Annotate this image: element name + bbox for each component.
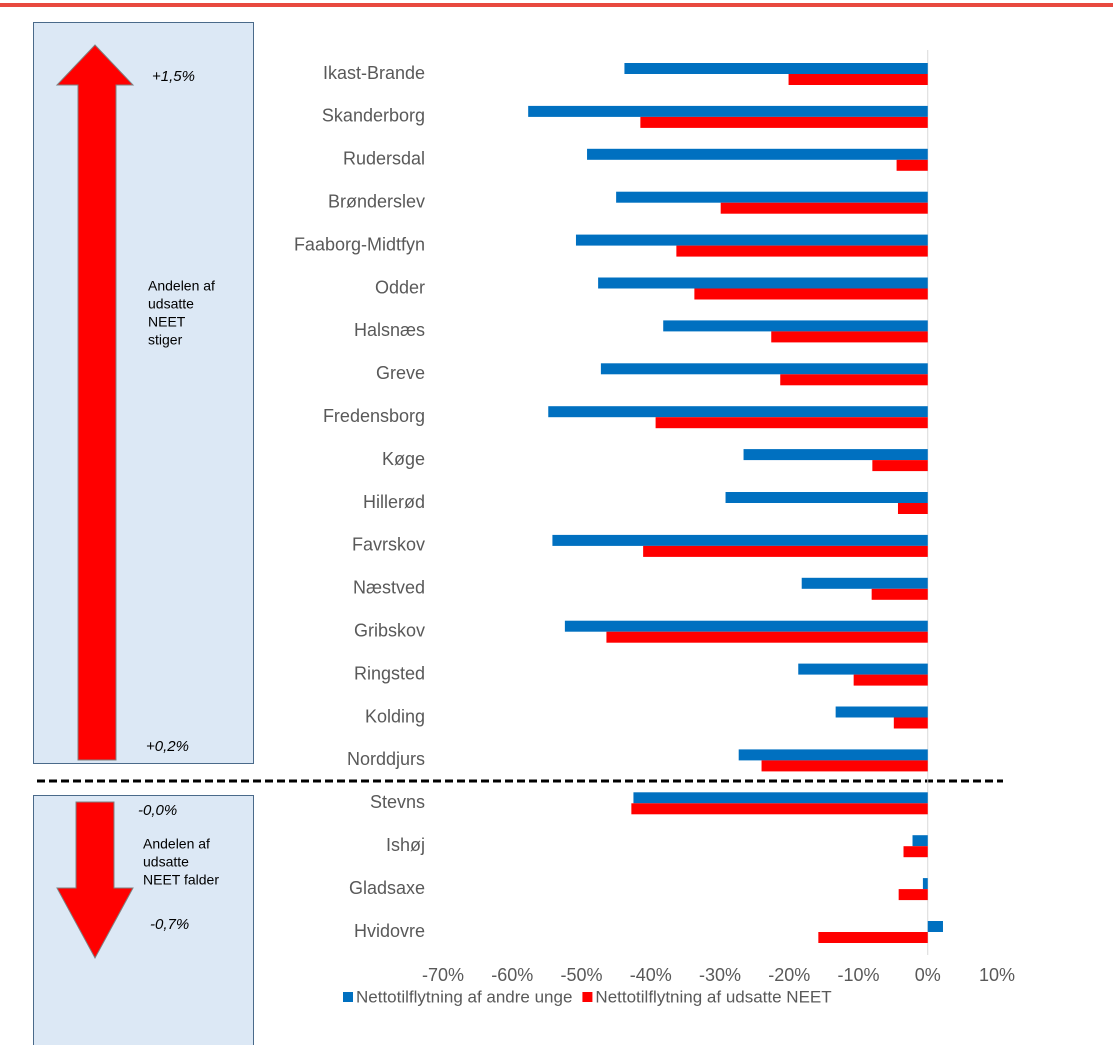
category-label: Brønderslev bbox=[328, 191, 425, 211]
panel-text: udsatte bbox=[143, 854, 189, 870]
panel-text: stiger bbox=[148, 332, 183, 348]
x-tick-label: -30% bbox=[699, 965, 741, 985]
category-label: Greve bbox=[376, 363, 425, 383]
category-label: Køge bbox=[382, 449, 425, 469]
x-tick-label: -10% bbox=[837, 965, 879, 985]
bar bbox=[818, 932, 928, 943]
bar bbox=[896, 159, 928, 171]
bar bbox=[853, 674, 928, 686]
bar bbox=[548, 406, 928, 418]
legend-swatch bbox=[343, 992, 353, 1002]
bar bbox=[631, 803, 928, 815]
panel-text: Andelen af bbox=[148, 278, 215, 294]
category-label: Ikast-Brande bbox=[323, 63, 425, 83]
upper-bottom-label: +0,2% bbox=[146, 738, 189, 755]
category-label: Stevns bbox=[370, 792, 425, 812]
bar bbox=[725, 492, 928, 503]
panel-text: udsatte bbox=[148, 296, 194, 312]
bar bbox=[720, 202, 928, 214]
bar bbox=[643, 545, 928, 557]
category-label: Næstved bbox=[353, 578, 425, 598]
category-label: Hvidovre bbox=[354, 921, 425, 941]
bar bbox=[616, 191, 928, 203]
category-label: Kolding bbox=[365, 706, 425, 726]
category-label: Ringsted bbox=[354, 663, 425, 683]
bar bbox=[922, 878, 928, 890]
category-label: Hillerød bbox=[363, 492, 425, 512]
bar bbox=[912, 835, 928, 847]
bar bbox=[624, 63, 928, 74]
bar bbox=[655, 417, 928, 429]
legend-label: Nettotilflytning af udsatte NEET bbox=[595, 987, 831, 1006]
legend-label: Nettotilflytning af andre unge bbox=[356, 987, 572, 1006]
bar bbox=[893, 717, 928, 729]
category-label: Halsnæs bbox=[354, 320, 425, 340]
bar bbox=[872, 460, 928, 472]
bar bbox=[528, 105, 928, 117]
bar bbox=[903, 846, 928, 858]
category-label: Rudersdal bbox=[343, 149, 425, 169]
bar bbox=[780, 374, 928, 386]
bar bbox=[798, 663, 928, 675]
down-arrow bbox=[56, 801, 134, 960]
bar bbox=[564, 620, 928, 632]
x-tick-label: -40% bbox=[630, 965, 672, 985]
category-label: Favrskov bbox=[352, 535, 425, 555]
bar bbox=[801, 577, 928, 589]
upper-top-label: +1,5% bbox=[152, 68, 195, 85]
category-label: Ishøj bbox=[386, 835, 425, 855]
category-label: Faaborg-Midtfyn bbox=[294, 234, 425, 254]
bar bbox=[788, 74, 928, 85]
up-arrow bbox=[55, 44, 135, 761]
upper-panel bbox=[33, 22, 254, 764]
category-label: Odder bbox=[375, 277, 425, 297]
bar bbox=[738, 749, 928, 761]
x-tick-label: -70% bbox=[422, 965, 464, 985]
bar bbox=[897, 503, 928, 514]
category-label: Gladsaxe bbox=[349, 878, 425, 898]
bar bbox=[575, 234, 928, 246]
bar bbox=[927, 921, 943, 932]
x-tick-label: 10% bbox=[979, 965, 1015, 985]
bar bbox=[676, 245, 928, 257]
category-label: Fredensborg bbox=[323, 406, 425, 426]
bar bbox=[552, 534, 928, 546]
x-tick-label: 0% bbox=[915, 965, 941, 985]
bar bbox=[606, 631, 928, 643]
panel-text: NEET falder bbox=[143, 872, 219, 888]
bar bbox=[587, 148, 928, 160]
bar bbox=[835, 706, 928, 718]
x-tick-label: -60% bbox=[491, 965, 533, 985]
bar bbox=[598, 277, 928, 289]
bar bbox=[633, 792, 928, 804]
bar bbox=[663, 320, 928, 332]
x-tick-label: -20% bbox=[768, 965, 810, 985]
bar bbox=[743, 449, 928, 461]
bar bbox=[694, 288, 928, 300]
panel-text: NEET bbox=[148, 314, 186, 330]
lower-bottom-label: -0,7% bbox=[150, 916, 189, 933]
panel-text: Andelen af bbox=[143, 836, 210, 852]
x-tick-label: -50% bbox=[560, 965, 602, 985]
bar bbox=[771, 331, 928, 343]
lower-top-label: -0,0% bbox=[138, 802, 177, 819]
category-label: Gribskov bbox=[354, 620, 425, 640]
bar bbox=[640, 116, 928, 128]
category-label: Skanderborg bbox=[322, 106, 425, 126]
category-label: Norddjurs bbox=[347, 749, 425, 769]
top-rule bbox=[0, 3, 1113, 7]
bar bbox=[871, 588, 928, 600]
bar bbox=[600, 363, 928, 375]
lower-panel bbox=[33, 795, 254, 1050]
bar bbox=[761, 760, 928, 772]
legend-swatch bbox=[582, 992, 593, 1002]
bar bbox=[898, 889, 928, 901]
